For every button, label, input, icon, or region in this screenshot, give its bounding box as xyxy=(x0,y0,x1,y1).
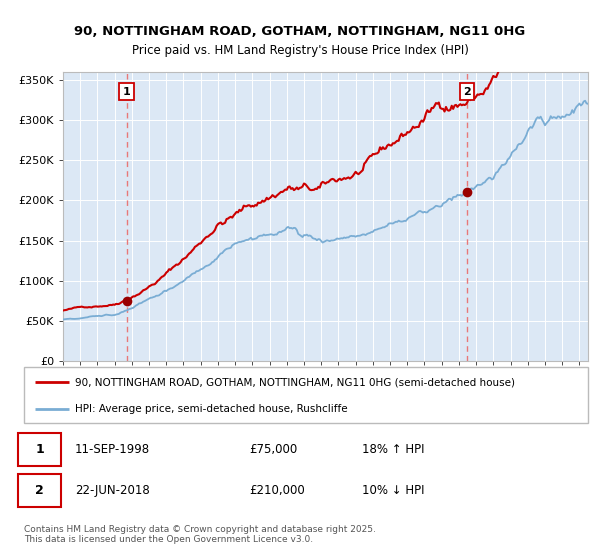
Text: 90, NOTTINGHAM ROAD, GOTHAM, NOTTINGHAM, NG11 0HG: 90, NOTTINGHAM ROAD, GOTHAM, NOTTINGHAM,… xyxy=(74,25,526,38)
Text: 22-JUN-2018: 22-JUN-2018 xyxy=(75,484,149,497)
Text: 2: 2 xyxy=(463,87,471,97)
Text: £75,000: £75,000 xyxy=(250,444,298,456)
Text: Contains HM Land Registry data © Crown copyright and database right 2025.
This d: Contains HM Land Registry data © Crown c… xyxy=(24,525,376,544)
Text: 2: 2 xyxy=(35,484,44,497)
Text: 11-SEP-1998: 11-SEP-1998 xyxy=(75,444,150,456)
Text: HPI: Average price, semi-detached house, Rushcliffe: HPI: Average price, semi-detached house,… xyxy=(75,404,347,414)
Text: £210,000: £210,000 xyxy=(250,484,305,497)
Text: Price paid vs. HM Land Registry's House Price Index (HPI): Price paid vs. HM Land Registry's House … xyxy=(131,44,469,57)
Text: 90, NOTTINGHAM ROAD, GOTHAM, NOTTINGHAM, NG11 0HG (semi-detached house): 90, NOTTINGHAM ROAD, GOTHAM, NOTTINGHAM,… xyxy=(75,377,515,388)
FancyBboxPatch shape xyxy=(24,367,588,423)
FancyBboxPatch shape xyxy=(19,433,61,466)
Text: 18% ↑ HPI: 18% ↑ HPI xyxy=(362,444,425,456)
FancyBboxPatch shape xyxy=(19,474,61,507)
Text: 10% ↓ HPI: 10% ↓ HPI xyxy=(362,484,425,497)
Text: 1: 1 xyxy=(35,444,44,456)
Text: 1: 1 xyxy=(123,87,131,97)
